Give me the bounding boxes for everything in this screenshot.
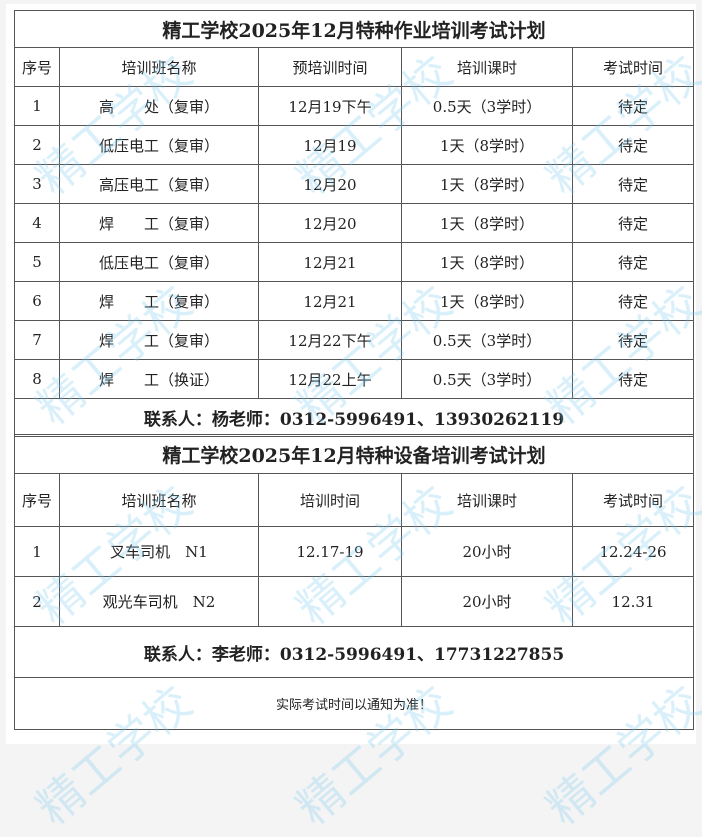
table-cell: 1天（8学时） [401,125,573,165]
table-cell: 待定 [571,320,695,360]
header-row: 序号 培训班名称 预培训时间 培训课时 考试时间 [14,47,695,87]
table-cell: 12月20 [258,164,402,204]
table-cell: 12月21 [258,242,402,282]
table-cell: 3 [14,164,60,204]
contact-info: 联系人：杨老师：0312-5996491、13930262119 [13,398,695,437]
header-cell: 培训班名称 [59,473,259,527]
table-cell: 1 [14,526,60,577]
table-cell: 5 [14,242,60,282]
table-cell: 12.24-26 [571,526,695,577]
table-row: 2 观光车司机 N2 20小时 12.31 [14,576,695,627]
table-row: 5 低压电工（复审） 12月21 1天（8学时） 待定 [14,242,695,282]
table-cell: 待定 [571,125,695,165]
table-cell: 0.5天（3学时） [401,359,573,399]
table-row: 1 叉车司机 N1 12.17-19 20小时 12.24-26 [14,526,695,577]
table-cell: 12.17-19 [258,526,402,577]
table-cell: 焊 工（复审） [59,281,259,321]
table-cell: 待定 [571,164,695,204]
table-cell: 待定 [571,242,695,282]
table-cell: 1天（8学时） [401,203,573,243]
table-cell: 12月21 [258,281,402,321]
table-cell: 高 处（复审） [59,86,259,126]
table-cell: 待定 [571,359,695,399]
table-cell: 焊 工（复审） [59,203,259,243]
table-cell: 高压电工（复审） [59,164,259,204]
table-title: 精工学校2025年12月特种作业培训考试计划 [13,10,695,48]
table-cell: 待定 [571,86,695,126]
table-cell: 焊 工（复审） [59,320,259,360]
header-cell: 考试时间 [571,473,695,527]
table-cell: 12月19下午 [258,86,402,126]
table-title: 精工学校2025年12月特种设备培训考试计划 [13,434,695,474]
table-cell: 低压电工（复审） [59,242,259,282]
table-cell: 焊 工（换证） [59,359,259,399]
table-cell: 1天（8学时） [401,242,573,282]
note: 实际考试时间以通知为准！ [13,677,695,730]
table-cell: 待定 [571,281,695,321]
table-cell: 待定 [571,203,695,243]
table-cell: 12月19 [258,125,402,165]
table-cell: 20小时 [401,576,573,627]
table-cell: 12月22下午 [258,320,402,360]
table-cell: 低压电工（复审） [59,125,259,165]
table-cell: 1 [14,86,60,126]
table-cell: 8 [14,359,60,399]
header-cell: 序号 [14,47,60,87]
table-cell: 0.5天（3学时） [401,320,573,360]
table-cell: 7 [14,320,60,360]
table-cell: 叉车司机 N1 [59,526,259,577]
table-row: 3 高压电工（复审） 12月20 1天（8学时） 待定 [14,164,695,204]
table-cell [258,576,402,627]
table-row: 2 低压电工（复审） 12月19 1天（8学时） 待定 [14,125,695,165]
special-equipment-table: 精工学校2025年12月特种设备培训考试计划 序号 培训班名称 培训时间 培训课时 考试… [13,434,695,730]
table-cell: 12月22上午 [258,359,402,399]
table-cell: 2 [14,576,60,627]
table-cell: 4 [14,203,60,243]
header-row: 序号 培训班名称 培训时间 培训课时 考试时间 [14,473,695,527]
header-cell: 序号 [14,473,60,527]
special-operations-table: 精工学校2025年12月特种作业培训考试计划 序号 培训班名称 预培训时间 培训课时考… [13,10,695,437]
table-cell: 20小时 [401,526,573,577]
table-cell: 0.5天（3学时） [401,86,573,126]
header-cell: 培训课时 [401,473,573,527]
header-cell: 培训课时 [401,47,573,87]
header-cell: 培训时间 [258,473,402,527]
table-cell: 观光车司机 N2 [59,576,259,627]
header-cell: 考试时间 [571,47,695,87]
table-cell: 6 [14,281,60,321]
header-cell: 培训班名称 [59,47,259,87]
table-cell: 1天（8学时） [401,281,573,321]
table-cell: 2 [14,125,60,165]
header-cell: 预培训时间 [258,47,402,87]
contact-info: 联系人：李老师：0312-5996491、17731227855 [13,626,695,678]
table-cell: 12月20 [258,203,402,243]
table-cell: 12.31 [571,576,695,627]
table-cell: 1天（8学时） [401,164,573,204]
